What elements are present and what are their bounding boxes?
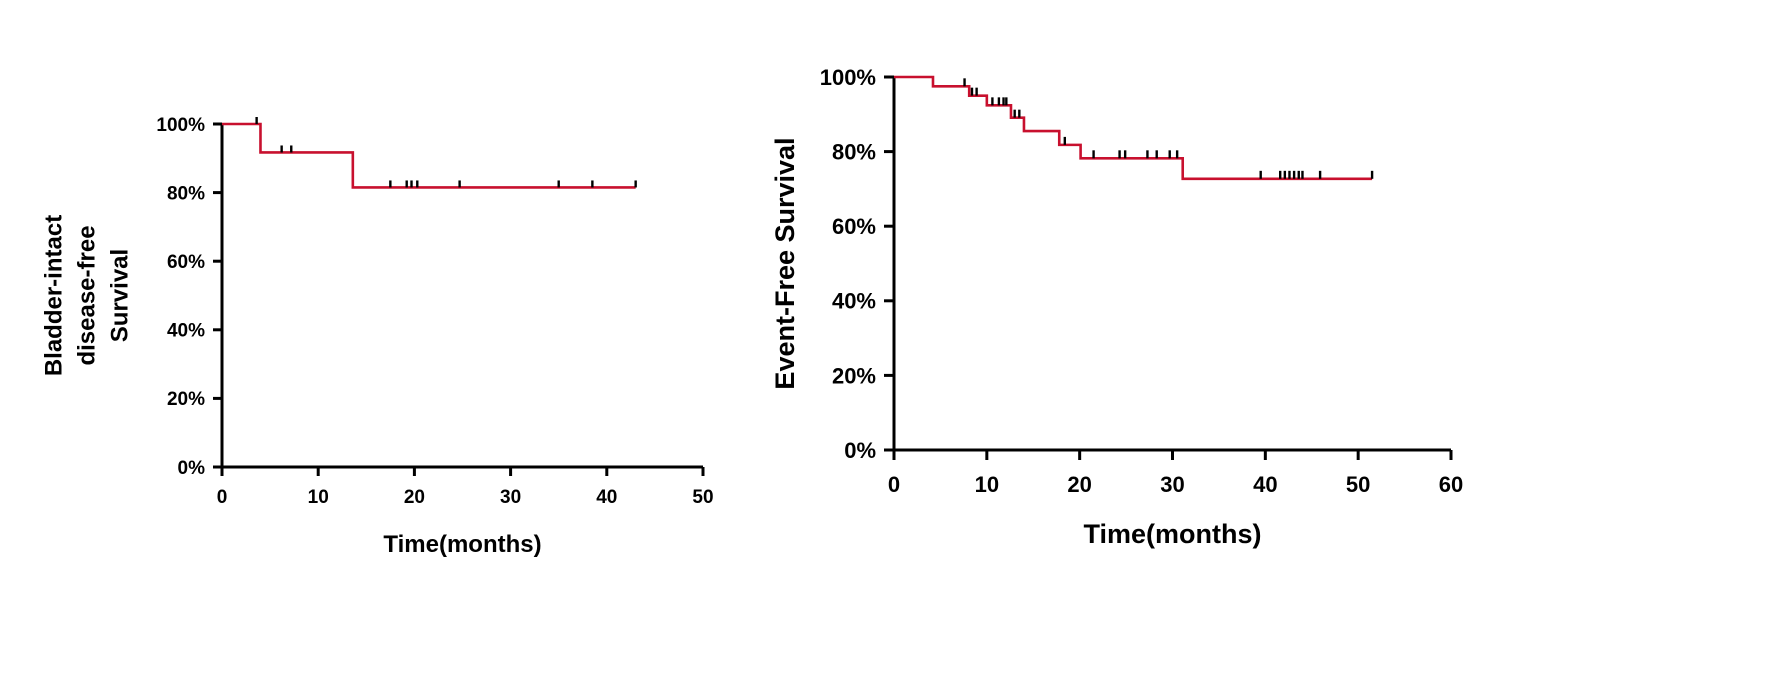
survival-curve [894, 75, 1373, 181]
y-tick-label: 40% [167, 321, 205, 342]
y-axis-title-line: Survival [106, 249, 133, 342]
x-tick-label: 0 [888, 472, 900, 497]
y-tick-label: 0% [178, 458, 206, 479]
y-tick-label: 100% [820, 65, 876, 90]
y-axis-title-line: Bladder-intact [40, 215, 67, 376]
left-km-chart: 0% 20% 40% 60% 80% 100% 0 10 20 30 40 50 Time(months… [40, 115, 713, 558]
y-tick-label: 80% [167, 183, 205, 204]
y-tick-label: 20% [167, 389, 205, 410]
x-tick-label: 10 [975, 472, 999, 497]
survival-curve [222, 122, 636, 189]
x-tick-label: 10 [308, 487, 329, 508]
y-tick-label: 0% [844, 438, 876, 463]
y-tick-label: 40% [832, 289, 876, 314]
x-axis-title: Time(months) [1083, 519, 1261, 549]
y-tick-label: 100% [156, 115, 205, 136]
x-tick-label: 40 [1253, 472, 1277, 497]
x-tick-label: 40 [596, 487, 617, 508]
x-tick-label: 50 [692, 487, 713, 508]
y-axis-title-line: disease-free [73, 225, 100, 365]
y-tick-label: 20% [832, 363, 876, 388]
x-tick-label: 0 [217, 487, 228, 508]
x-axis-title: Time(months) [383, 531, 541, 558]
x-tick-label: 50 [1346, 472, 1370, 497]
x-tick-label: 60 [1439, 472, 1463, 497]
x-tick-label: 30 [1160, 472, 1184, 497]
y-tick-label: 60% [832, 214, 876, 239]
x-tick-label: 20 [404, 487, 425, 508]
y-axis-title-line: Event-Free Survival [770, 137, 800, 389]
y-tick-label: 80% [832, 140, 876, 165]
x-tick-label: 30 [500, 487, 521, 508]
x-tick-label: 20 [1067, 472, 1091, 497]
right-km-chart: 0% 20% 40% 60% 80% 100% 0 10 20 30 40 50 60 Time(mont… [770, 65, 1463, 549]
y-tick-label: 60% [167, 252, 205, 273]
